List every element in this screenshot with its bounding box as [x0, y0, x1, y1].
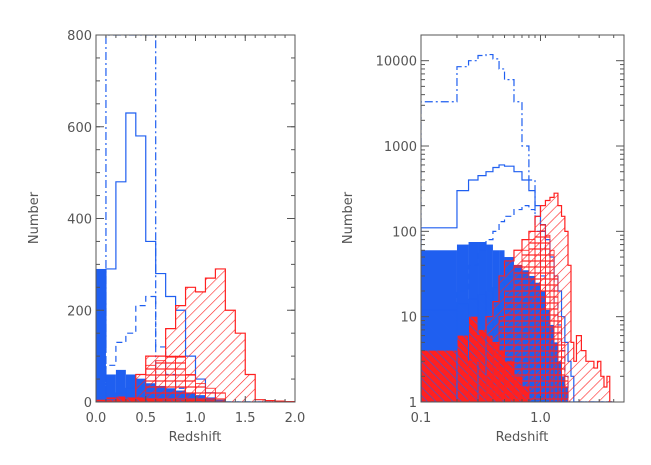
left-bar-7-6: [155, 360, 167, 402]
right-hatch-bar-6-19: [568, 265, 571, 402]
right-bar-7-14: [549, 249, 555, 402]
right-y-tick-label: 10000: [376, 55, 417, 70]
left-bar-7-9: [185, 374, 196, 402]
right-hatch-bar-6-23: [581, 350, 586, 402]
right-bar-7-7: [504, 290, 515, 402]
right-bar-7-4: [485, 375, 494, 402]
left-hatch-bar-6-4: [135, 374, 146, 402]
left-hatch-bar-6-14: [235, 333, 246, 402]
left-bar-7-5: [145, 364, 157, 402]
right-bar-7-16: [557, 316, 562, 402]
right-bar-7-15: [553, 275, 559, 402]
left-y-axis-title: Number: [27, 191, 42, 244]
left-ticks: 0.0 0.5 1.0 1.5 2.0 0 200 400 600 800: [67, 29, 305, 426]
right-hatch-bar-6-18: [564, 231, 569, 402]
left-x-axis-title: Redshift: [169, 430, 222, 445]
right-y-tick-label: 10: [400, 311, 417, 326]
right-ticks: 0.1 1.0 1 10 100 1000 10000: [376, 34, 624, 426]
left-x-tick-label: 1.0: [185, 411, 206, 426]
left-hatch-bar-6-15: [245, 374, 256, 402]
right-hatch-bar-6-28: [600, 376, 604, 402]
left-bar-0-1: [105, 374, 116, 402]
left-bar-0-0: [96, 268, 106, 402]
left-panel: 0.0 0.5 1.0 1.5 2.0 0 200 400 600 800 Redshift Nu…: [27, 29, 305, 445]
right-hatch-bar-6-16: [557, 205, 562, 402]
right-hatch-bar-6-20: [570, 342, 574, 402]
left-y-tick-label: 200: [67, 304, 92, 319]
left-plot-area: [96, 35, 295, 402]
right-bar-7-6: [498, 316, 505, 402]
right-x-tick-label: 0.1: [411, 411, 432, 426]
left-y-tick-label: 0: [84, 396, 92, 411]
left-hatch-bar-6-17: [265, 400, 276, 402]
right-y-tick-label: 100: [392, 225, 417, 240]
left-bar-2-2: [115, 392, 127, 402]
right-bar-7-17: [561, 341, 566, 402]
right-line-6-hatched-outline: [421, 192, 613, 402]
right-hatch-bar-6-3: [478, 335, 487, 402]
right-hatch-bar-6-26: [593, 368, 598, 402]
left-y-tick-label: 800: [67, 29, 92, 44]
right-bar-7-5: [492, 341, 500, 402]
right-bar-2-1: [456, 303, 469, 402]
left-hatch-bar-6-9: [185, 287, 196, 402]
right-plot-area: [421, 53, 613, 402]
left-bar-7-7: [165, 355, 176, 402]
left-bar-7-10: [195, 383, 206, 402]
left-x-tick-label: 1.5: [235, 411, 256, 426]
right-hatch-bar-6-30: [606, 376, 610, 402]
right-hatch-bar-6-17: [561, 216, 565, 402]
right-hatch-bar-6-2: [468, 361, 479, 402]
right-hatch-bar-6-22: [576, 335, 582, 402]
left-line-3-solid-step: [96, 112, 295, 402]
left-hatch-bar-6-16: [255, 399, 266, 402]
left-y-tick-label: 400: [67, 213, 92, 228]
right-hatch-bar-6-24: [585, 361, 591, 402]
right-hatch-bar-6-27: [597, 361, 601, 402]
right-bar-7-10: [528, 239, 536, 402]
left-x-tick-label: 2.0: [285, 411, 306, 426]
left-bar-1-0: [96, 399, 106, 402]
left-bar-2-3: [125, 387, 137, 402]
left-y-tick-label: 600: [67, 121, 92, 136]
left-x-tick-label: 0.5: [135, 411, 156, 426]
right-y-tick-label: 1000: [384, 140, 417, 155]
right-series-7-red-crosshatched: [485, 224, 569, 402]
right-hatch-bar-6-4: [486, 316, 493, 402]
right-bar-7-11: [534, 230, 541, 402]
right-x-axis-title: Redshift: [496, 430, 549, 445]
right-y-axis-title: Number: [341, 191, 356, 244]
right-bar-7-18: [564, 375, 569, 402]
right-panel: 0.1 1.0 1 10 100 1000 10000 Redshift Number: [341, 34, 625, 445]
right-bar-2-0: [421, 309, 458, 402]
left-hatch-bar-6-12: [215, 268, 226, 402]
right-hatch-bar-6-25: [590, 361, 594, 402]
right-bar-7-12: [540, 224, 546, 402]
left-hatch-bar-6-11: [205, 278, 216, 402]
left-hatch-bar-6-10: [195, 291, 206, 402]
left-bar-7-8: [175, 355, 186, 402]
right-y-tick-label: 1: [409, 396, 417, 411]
right-axes-frame: [420, 34, 625, 403]
right-bar-7-9: [521, 249, 530, 402]
left-bar-7-11: [205, 387, 216, 402]
right-hatch-bar-6-21: [573, 361, 577, 402]
right-hatch-bar-6-29: [603, 386, 607, 402]
left-bar-0-2: [115, 369, 126, 402]
left-hatch-bar-6-13: [225, 310, 236, 402]
left-series-3-blue-solid-step: [96, 112, 295, 402]
right-bar-7-13: [545, 234, 551, 402]
right-bar-7-8: [513, 264, 523, 402]
left-hatch-bar-6-8: [175, 305, 186, 402]
left-bar-7-12: [214, 392, 226, 402]
left-x-tick-label: 0.0: [86, 411, 107, 426]
right-x-tick-label: 1.0: [530, 411, 551, 426]
